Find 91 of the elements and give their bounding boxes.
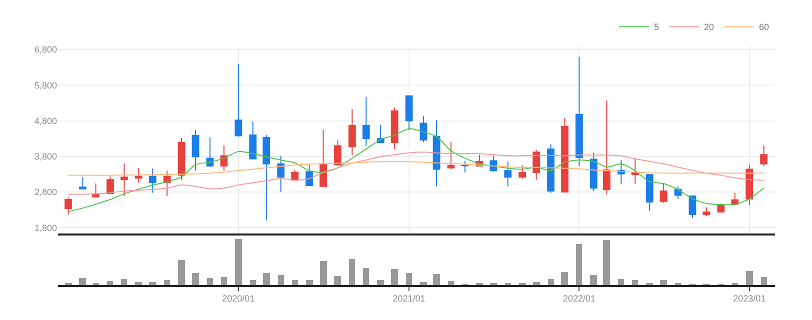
legend-label: 5 bbox=[654, 22, 660, 32]
bar bbox=[221, 277, 227, 285]
candlestick bbox=[291, 169, 299, 180]
bar bbox=[278, 275, 284, 285]
y-tick-label: 1,800 bbox=[34, 222, 57, 233]
candlestick bbox=[390, 107, 398, 150]
candlestick bbox=[277, 155, 285, 192]
bar bbox=[548, 279, 554, 285]
bar bbox=[406, 273, 412, 285]
x-tick-label: 2021/01 bbox=[392, 294, 426, 304]
y-tick-label: 6,800 bbox=[34, 44, 57, 55]
bar bbox=[448, 281, 454, 285]
bar bbox=[603, 240, 610, 285]
candlestick bbox=[120, 162, 128, 197]
candlestick bbox=[262, 134, 270, 221]
bar bbox=[292, 280, 298, 285]
candlestick bbox=[717, 202, 725, 212]
candlestick bbox=[134, 167, 142, 184]
bar bbox=[178, 260, 185, 285]
line-series bbox=[68, 128, 764, 212]
bar bbox=[377, 280, 384, 285]
y-tick-label: 4,800 bbox=[34, 116, 57, 126]
bar bbox=[660, 280, 667, 285]
candlestick bbox=[79, 176, 86, 190]
candlestick bbox=[760, 144, 768, 167]
candlestick bbox=[106, 176, 114, 194]
bar bbox=[121, 279, 127, 285]
bar bbox=[618, 279, 624, 285]
bar bbox=[207, 278, 213, 285]
candlestick bbox=[348, 108, 356, 156]
candlestick bbox=[631, 158, 639, 184]
candlestick bbox=[702, 206, 710, 217]
bar bbox=[306, 280, 313, 285]
bar bbox=[433, 274, 440, 285]
candlestick bbox=[447, 142, 455, 170]
bar bbox=[192, 273, 199, 285]
candlestick bbox=[64, 196, 72, 215]
bar bbox=[533, 282, 540, 285]
candlestick bbox=[432, 120, 440, 187]
y-tick-label: 5,800 bbox=[34, 80, 57, 90]
candlestick bbox=[590, 152, 598, 192]
candlestick bbox=[660, 183, 668, 204]
bar bbox=[320, 261, 327, 285]
bar bbox=[761, 277, 767, 285]
line-series bbox=[68, 152, 764, 195]
candlestick bbox=[148, 168, 156, 194]
bar bbox=[590, 275, 597, 285]
bar bbox=[349, 259, 355, 285]
bar bbox=[263, 273, 270, 285]
candlestick bbox=[192, 130, 200, 172]
candlestick bbox=[518, 164, 526, 180]
bar bbox=[135, 282, 142, 285]
x-tick-label: 2020/01 bbox=[222, 294, 255, 304]
x-tick-label: 2023/01 bbox=[733, 294, 766, 304]
candlestick bbox=[420, 116, 428, 143]
candlestick bbox=[334, 140, 342, 167]
x-tick-label: 2022/01 bbox=[562, 294, 596, 304]
legend-label: 20 bbox=[704, 22, 714, 32]
y-tick-label: 2,800 bbox=[34, 187, 57, 198]
bar bbox=[79, 278, 86, 285]
candlestick bbox=[504, 160, 512, 187]
candlestick bbox=[603, 100, 610, 195]
bar bbox=[164, 280, 170, 285]
candlestick bbox=[220, 144, 228, 172]
bar bbox=[420, 282, 427, 285]
candlestick bbox=[405, 95, 413, 131]
candlestick bbox=[561, 117, 568, 193]
line-series bbox=[68, 160, 764, 176]
bar bbox=[107, 281, 113, 285]
candlestick bbox=[249, 121, 257, 160]
bar bbox=[149, 282, 156, 285]
bar bbox=[746, 271, 753, 285]
candlestick bbox=[646, 174, 654, 212]
candlestick bbox=[306, 164, 313, 186]
candlestick bbox=[163, 170, 171, 196]
bar bbox=[561, 272, 568, 285]
bar bbox=[632, 280, 638, 285]
bar bbox=[235, 239, 242, 285]
y-tick-label: 3,800 bbox=[34, 152, 57, 162]
bar bbox=[363, 268, 369, 285]
legend-label: 60 bbox=[759, 22, 770, 32]
bar bbox=[576, 244, 582, 285]
candlestick bbox=[362, 96, 370, 146]
candlestick bbox=[461, 160, 469, 173]
candlestick bbox=[547, 144, 554, 194]
bar bbox=[391, 269, 398, 285]
candlestick bbox=[320, 129, 327, 187]
bar bbox=[250, 280, 256, 285]
candlestick bbox=[206, 136, 214, 168]
bar bbox=[334, 276, 341, 285]
candlestick bbox=[178, 137, 186, 181]
